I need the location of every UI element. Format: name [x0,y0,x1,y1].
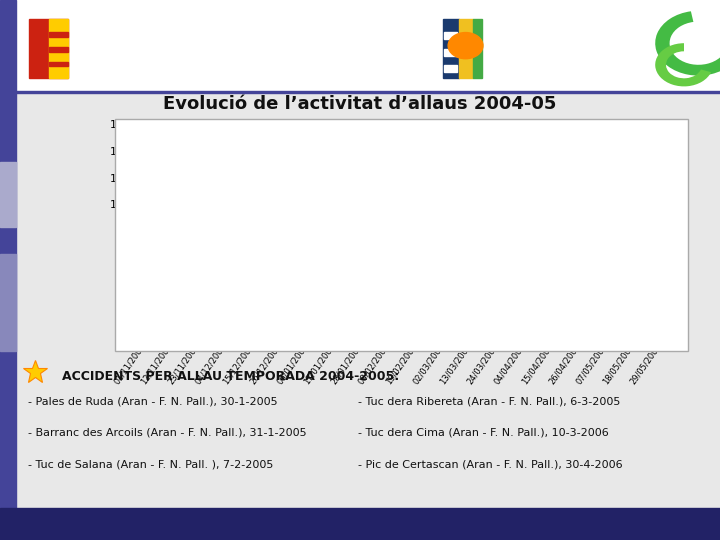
Text: - Tuc de Salana (Aran - F. N. Pall. ), 7-2-2005: - Tuc de Salana (Aran - F. N. Pall. ), 7… [28,460,274,470]
Bar [572,291,592,338]
Bar [300,324,320,338]
Text: - Tuc dera Ribereta (Aran - F. N. Pall.), 6-3-2005: - Tuc dera Ribereta (Aran - F. N. Pall.)… [359,396,621,406]
Bar [163,311,184,338]
Text: II Jornades Tècniques de Neu i Allaus, 26 i 27-6-2006 ICC: II Jornades Tècniques de Neu i Allaus, 2… [429,520,706,531]
Text: Departament de Medi Ambient: Departament de Medi Ambient [72,44,276,57]
Text: - Pic de Certascan (Aran - F. N. Pall.), 30-4-2006: - Pic de Certascan (Aran - F. N. Pall.),… [359,460,623,470]
Text: Servei Meteorològic: Servei Meteorològic [493,32,634,45]
Bar [544,335,564,338]
Bar [490,258,510,338]
Text: Generalitat de Catalunya: Generalitat de Catalunya [72,17,221,30]
Bar [517,334,538,338]
Bar [381,218,402,338]
Bar [137,324,157,338]
Bar [354,291,374,338]
Bar [218,336,238,338]
Text: ACCIDENTS PER ALLAU TEMPORADA 2004-2005:: ACCIDENTS PER ALLAU TEMPORADA 2004-2005: [62,369,400,383]
Bar [191,314,212,338]
Bar [246,331,266,338]
Bar [272,324,293,338]
Text: - Barranc des Arcoils (Aran - F. N. Pall.), 31-1-2005: - Barranc des Arcoils (Aran - F. N. Pall… [28,428,307,438]
Bar [626,271,647,338]
Bar [327,318,347,338]
Bar [436,211,456,338]
Bar [463,124,483,338]
Text: Evolució de l’activitat d’allaus 2004-05: Evolució de l’activitat d’allaus 2004-05 [163,95,557,113]
Text: - Pales de Ruda (Aran - F. N. Pall.), 30-1-2005: - Pales de Ruda (Aran - F. N. Pall.), 30… [28,396,278,406]
Text: de Catalunya: de Catalunya [493,63,585,77]
Text: meteocat: meteocat [446,78,490,87]
Text: - Tuc dera Cima (Aran - F. N. Pall.), 10-3-2006: - Tuc dera Cima (Aran - F. N. Pall.), 10… [359,428,609,438]
Text: i Habitatge: i Habitatge [72,72,146,85]
Bar [598,204,619,338]
Bar [408,271,429,338]
Bar [653,332,673,338]
